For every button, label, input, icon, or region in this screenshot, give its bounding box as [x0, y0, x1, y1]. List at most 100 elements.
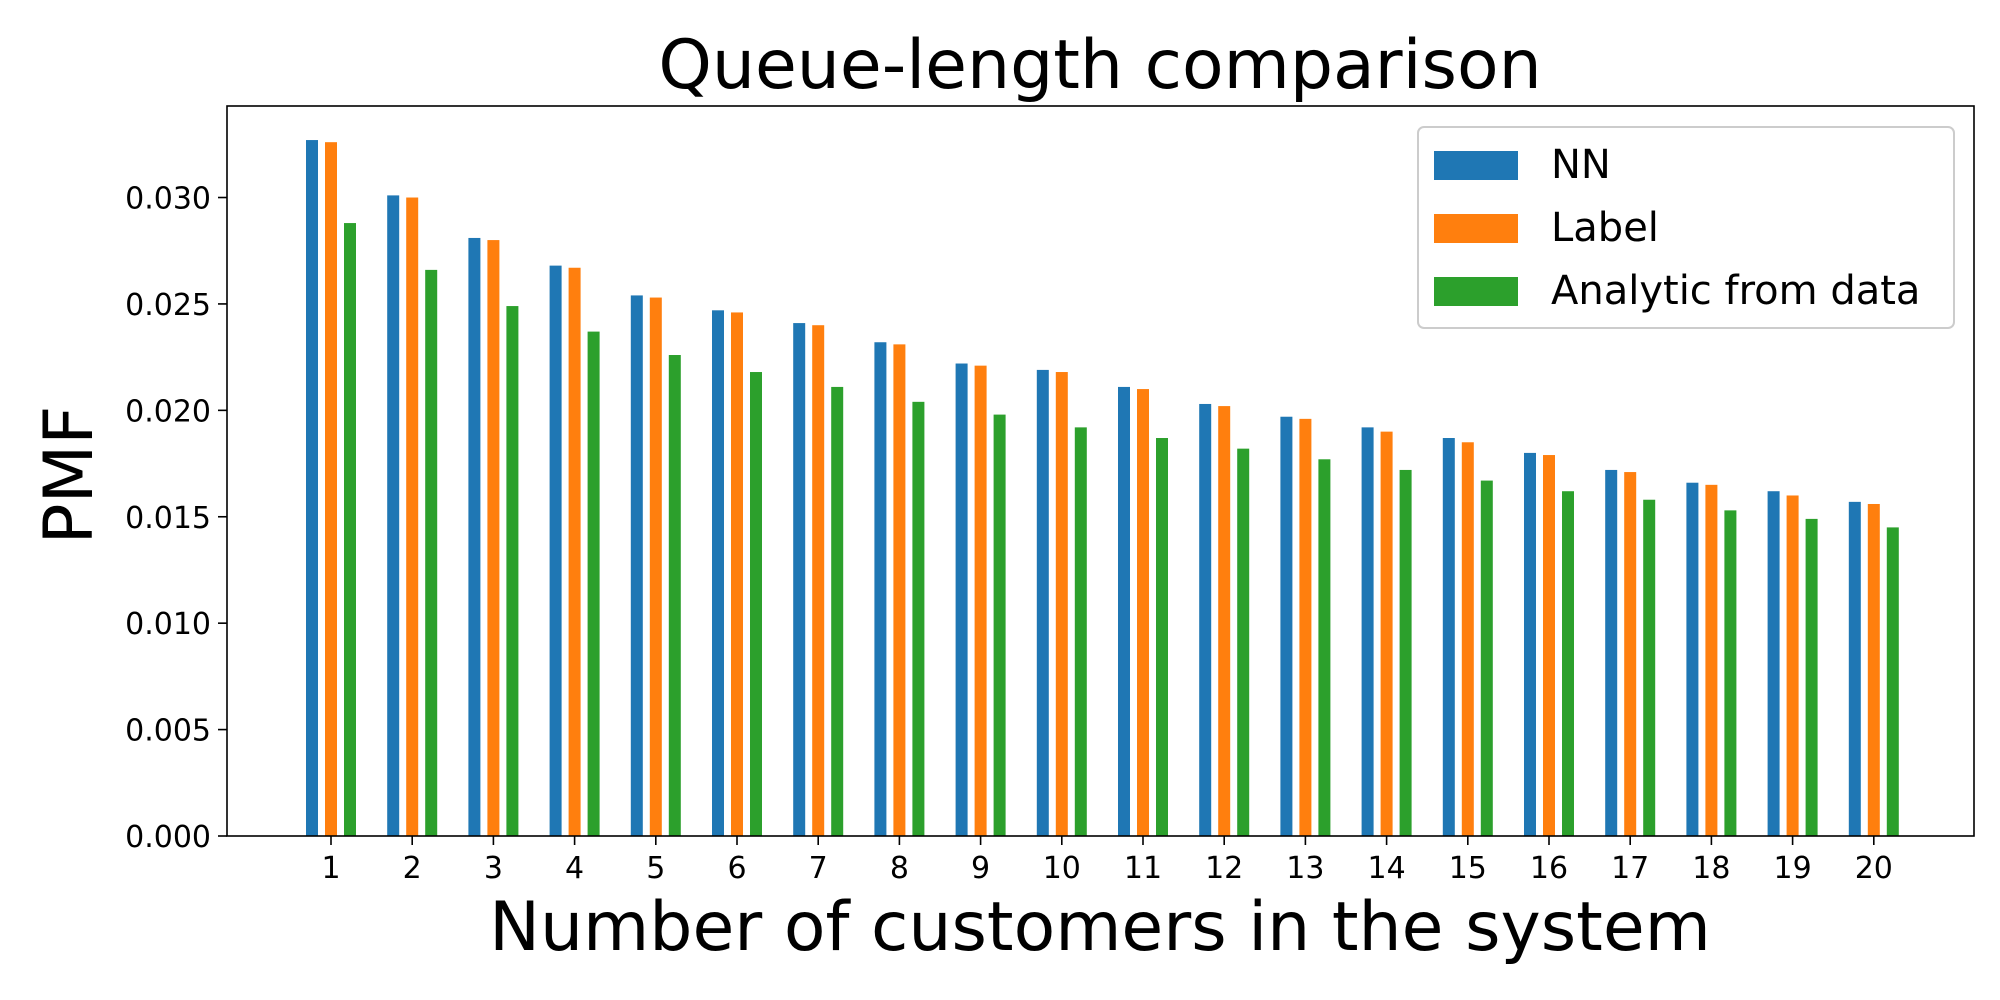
bar-nn-5 — [630, 295, 643, 836]
bar-analytic-from-data-12 — [1237, 448, 1250, 836]
bar-analytic-from-data-11 — [1156, 438, 1168, 836]
bar-analytic-from-data-13 — [1318, 459, 1331, 836]
legend-swatch — [1434, 277, 1518, 306]
bar-nn-12 — [1199, 403, 1212, 836]
bar-nn-10 — [1036, 369, 1049, 836]
bar-analytic-from-data-8 — [912, 401, 925, 836]
bar-analytic-from-data-14 — [1399, 469, 1412, 836]
bar-label-7 — [812, 325, 825, 836]
x-tick-label: 14 — [1368, 851, 1406, 886]
bar-label-8 — [893, 344, 906, 836]
bar-analytic-from-data-7 — [831, 386, 844, 836]
bar-nn-2 — [387, 195, 400, 836]
x-tick-label: 18 — [1692, 851, 1730, 886]
bar-nn-20 — [1848, 501, 1861, 836]
bar-analytic-from-data-4 — [587, 331, 600, 836]
bar-nn-15 — [1442, 438, 1455, 836]
bar-nn-16 — [1524, 452, 1536, 836]
legend-swatch — [1434, 151, 1518, 180]
bar-analytic-from-data-20 — [1886, 527, 1899, 836]
bar-label-2 — [406, 197, 419, 836]
legend-label: NN — [1551, 142, 1611, 188]
bar-nn-8 — [874, 342, 887, 836]
y-tick-label: 0.005 — [125, 714, 211, 749]
y-tick-label: 0.030 — [125, 182, 211, 217]
bar-nn-1 — [306, 140, 318, 837]
bar-label-9 — [974, 365, 987, 836]
x-tick-label: 7 — [809, 851, 828, 886]
bar-nn-18 — [1686, 482, 1699, 836]
x-tick-label: 3 — [484, 851, 503, 886]
x-tick-label: 12 — [1205, 851, 1243, 886]
bar-nn-7 — [793, 323, 806, 837]
bar-label-15 — [1461, 442, 1474, 836]
bar-nn-9 — [955, 363, 968, 836]
x-tick-label: 2 — [403, 851, 422, 886]
bar-nn-14 — [1361, 427, 1374, 836]
bar-analytic-from-data-3 — [506, 306, 519, 836]
bar-label-14 — [1380, 431, 1393, 836]
bar-analytic-from-data-1 — [344, 223, 356, 836]
x-tick-label: 5 — [646, 851, 665, 886]
bar-analytic-from-data-5 — [668, 355, 681, 836]
bar-nn-11 — [1118, 386, 1130, 836]
x-tick-label: 10 — [1043, 851, 1081, 886]
bar-analytic-from-data-16 — [1562, 491, 1574, 836]
plot-frame — [226, 105, 1975, 837]
x-tick-label: 9 — [971, 851, 990, 886]
bar-label-11 — [1137, 389, 1149, 836]
y-axis-label: PMF — [30, 406, 109, 545]
legend-swatch — [1434, 214, 1518, 243]
x-tick-label: 11 — [1124, 851, 1162, 886]
x-tick-label: 13 — [1286, 851, 1324, 886]
bar-label-20 — [1867, 503, 1880, 836]
bar-analytic-from-data-2 — [425, 269, 438, 836]
x-tick-label: 19 — [1774, 851, 1812, 886]
x-tick-label: 16 — [1530, 851, 1568, 886]
bar-analytic-from-data-18 — [1724, 510, 1737, 836]
bar-analytic-from-data-6 — [750, 372, 762, 836]
bar-label-16 — [1543, 455, 1555, 836]
x-axis-label: Number of customers in the system — [489, 888, 1711, 967]
x-tick-label: 8 — [890, 851, 909, 886]
bar-nn-4 — [549, 265, 562, 836]
legend-label: Analytic from data — [1551, 268, 1920, 314]
x-tick-label: 20 — [1855, 851, 1893, 886]
bar-analytic-from-data-19 — [1805, 518, 1818, 836]
chart-title: Queue-length comparison — [658, 26, 1541, 105]
bar-label-3 — [487, 240, 500, 836]
bar-analytic-from-data-17 — [1643, 499, 1656, 836]
y-tick-label: 0.015 — [125, 501, 211, 536]
x-tick-label: 1 — [321, 851, 340, 886]
x-tick-label: 4 — [565, 851, 584, 886]
bar-nn-13 — [1280, 416, 1293, 836]
bar-label-5 — [649, 297, 662, 836]
legend: NN Label Analytic from data — [1417, 126, 1955, 329]
bar-nn-17 — [1605, 469, 1618, 836]
y-tick-label: 0.020 — [125, 394, 211, 429]
bar-label-1 — [325, 142, 337, 836]
y-tick-label: 0.025 — [125, 288, 211, 323]
legend-label: Label — [1551, 205, 1659, 251]
bar-analytic-from-data-15 — [1480, 480, 1493, 836]
bar-label-18 — [1705, 484, 1718, 836]
bar-label-13 — [1299, 418, 1312, 836]
bar-analytic-from-data-10 — [1074, 427, 1087, 836]
x-tick-label: 15 — [1449, 851, 1487, 886]
bar-label-17 — [1624, 472, 1637, 836]
bar-label-19 — [1786, 495, 1799, 836]
legend-box — [1417, 126, 1955, 329]
bar-nn-19 — [1767, 491, 1780, 836]
bar-analytic-from-data-9 — [993, 414, 1006, 836]
y-tick-label: 0.000 — [125, 820, 211, 855]
bar-label-4 — [568, 267, 581, 836]
y-tick-label: 0.010 — [125, 607, 211, 642]
bar-label-12 — [1218, 406, 1231, 836]
bar-nn-6 — [712, 310, 724, 836]
x-tick-label: 6 — [727, 851, 746, 886]
bar-nn-3 — [468, 237, 481, 836]
bar-label-6 — [731, 312, 743, 836]
